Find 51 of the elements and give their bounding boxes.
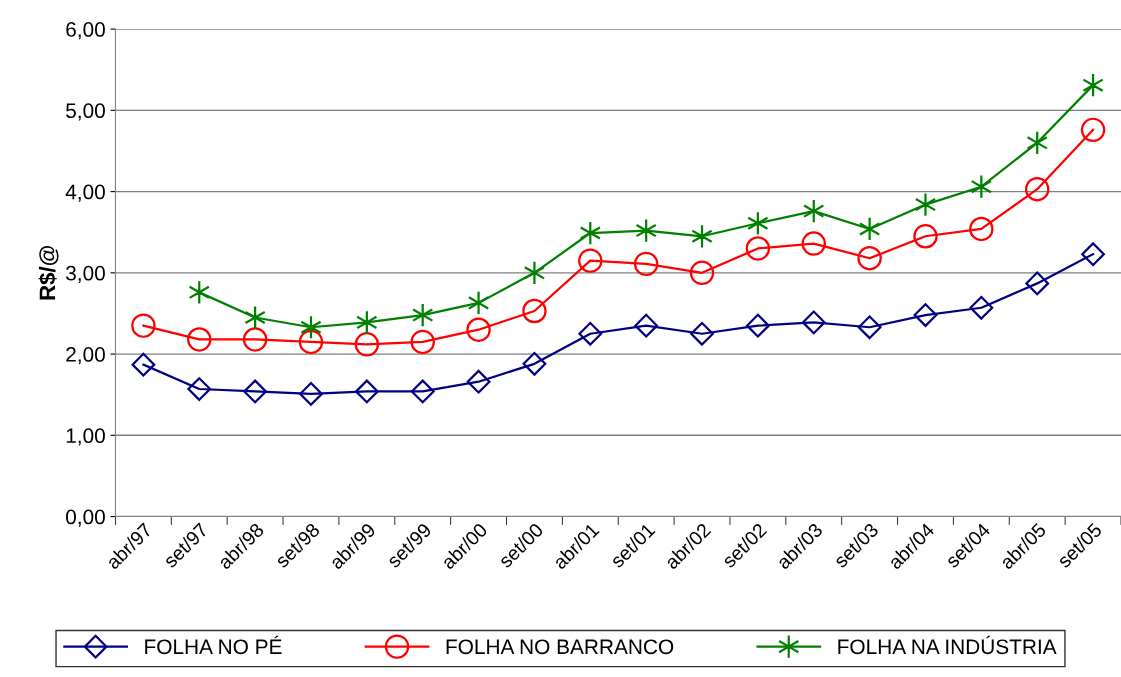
point [467,290,490,316]
point [914,192,937,217]
point [745,313,770,338]
point [1025,271,1050,296]
point [187,377,212,401]
point [913,224,938,249]
point [578,321,603,346]
legend-label: FOLHA NO BARRANCO [446,639,674,655]
point [466,369,491,394]
point [1024,176,1050,202]
point [523,260,546,286]
y-tick-label: 0,00 [66,509,105,527]
point [410,379,435,404]
point [131,352,156,377]
y-tick-label: 1,00 [66,428,105,446]
point [354,332,380,357]
point [969,295,994,320]
point [857,315,882,340]
point [354,379,379,404]
point [969,216,994,242]
point [298,329,324,355]
legend-label: FOLHA NA INDÚSTRIA [838,635,1057,655]
point [689,260,715,286]
point [633,251,659,277]
y-tick-label: 2,00 [66,347,105,365]
point [522,298,547,324]
point [522,351,547,376]
point [801,231,826,256]
point [466,317,491,342]
point [242,327,268,352]
point [410,329,435,355]
point [187,327,212,352]
point [299,381,323,406]
point [745,236,771,261]
y-tick-label: 4,00 [65,184,105,202]
point [131,313,156,338]
y-tick-label: 3,00 [65,265,105,284]
point [1081,242,1105,267]
legend-label: FOLHA NO PÉ [145,635,282,655]
point [857,245,882,271]
y-tick-label: 5,00 [66,103,105,121]
point [801,310,826,335]
point [690,321,714,346]
y-axis-title: R$/@ [38,246,59,300]
point [1080,117,1106,143]
point [243,379,268,404]
y-tick-label: 6,00 [66,22,105,40]
point [634,313,659,338]
point [635,218,657,243]
point [913,303,938,327]
point [578,248,603,273]
